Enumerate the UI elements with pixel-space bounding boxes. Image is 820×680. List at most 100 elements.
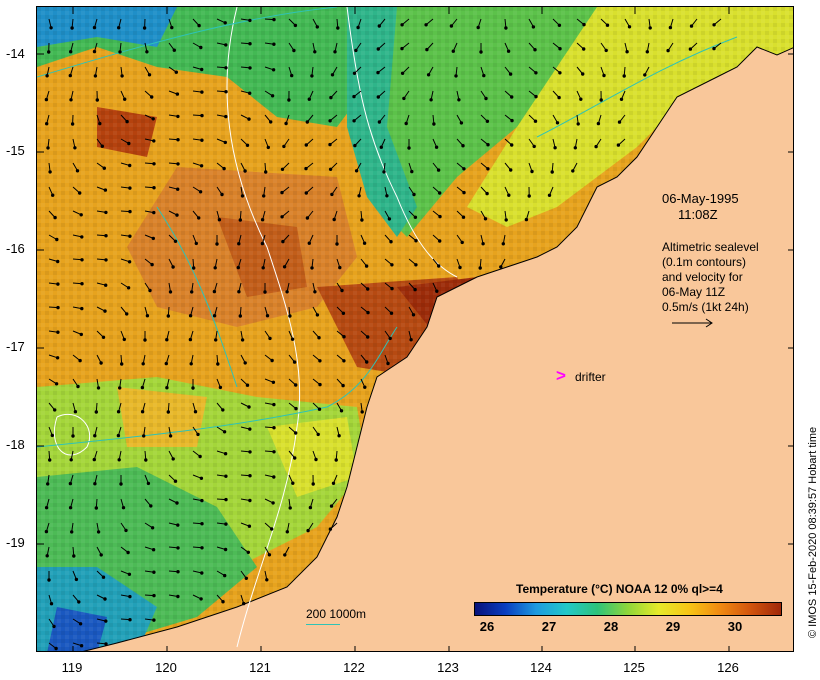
velocity-arrow-head — [265, 314, 270, 318]
velocity-arrow-head — [69, 98, 73, 102]
velocity-arrow-head — [80, 306, 84, 311]
velocity-arrow-head — [306, 528, 310, 533]
velocity-arrow-head — [272, 17, 276, 22]
velocity-arrow-head — [48, 458, 52, 462]
velocity-arrow-head — [56, 259, 60, 264]
velocity-arrow-head — [247, 117, 251, 121]
velocity-arrow-head — [461, 144, 465, 148]
velocity-arrow-head — [582, 47, 586, 51]
velocity-arrow-head — [247, 524, 252, 528]
velocity-arrow-head — [152, 162, 156, 166]
velocity-arrow-head — [364, 264, 369, 268]
velocity-arrow-head — [458, 265, 462, 270]
velocity-arrow-head — [627, 25, 632, 29]
velocity-arrow-head — [222, 430, 227, 434]
velocity-arrow-head — [176, 546, 180, 550]
velocity-arrow-head — [176, 138, 180, 142]
velocity-arrow-head — [357, 194, 361, 198]
velocity-arrow-head — [501, 242, 505, 246]
velocity-arrow-head — [199, 476, 204, 480]
velocity-arrow-head — [248, 474, 252, 478]
velocity-arrow-head — [411, 313, 416, 317]
velocity-arrow-head — [436, 168, 441, 172]
velocity-arrow-head — [330, 192, 334, 197]
velocity-arrow-head — [93, 434, 97, 438]
velocity-arrow-head — [362, 241, 367, 245]
map-canvas — [37, 7, 793, 651]
velocity-arrow-head — [307, 97, 311, 101]
velocity-arrow-head — [221, 408, 225, 412]
velocity-arrow-head — [47, 578, 51, 582]
velocity-arrow-head — [481, 242, 485, 246]
velocity-arrow-head — [377, 120, 382, 124]
velocity-arrow-head — [387, 217, 392, 221]
velocity-arrow-head — [78, 622, 83, 626]
velocity-arrow-head — [328, 119, 332, 123]
velocity-arrow-head — [332, 217, 336, 222]
velocity-arrow-head — [173, 239, 178, 244]
velocity-arrow-head — [486, 167, 490, 171]
velocity-arrow-head — [117, 458, 121, 462]
velocity-arrow-head — [52, 624, 56, 629]
velocity-arrow-head — [555, 121, 560, 125]
velocity-arrow-head — [315, 25, 319, 29]
velocity-arrow-head — [313, 50, 317, 54]
velocity-arrow-head — [426, 73, 431, 77]
velocity-arrow-head — [283, 553, 287, 557]
velocity-arrow-head — [199, 597, 203, 601]
velocity-arrow-head — [435, 289, 439, 293]
velocity-arrow-head — [145, 50, 149, 54]
velocity-arrow-head — [200, 498, 204, 503]
velocity-arrow-head — [128, 618, 132, 622]
velocity-arrow-head — [200, 522, 204, 526]
velocity-arrow-head — [533, 119, 538, 123]
velocity-arrow-head — [79, 644, 84, 648]
velocity-arrow-head — [287, 98, 291, 102]
velocity-arrow-head — [582, 22, 586, 27]
velocity-arrow-head — [354, 169, 359, 173]
velocity-arrow-head — [152, 210, 156, 215]
velocity-arrow-head — [313, 290, 317, 294]
velocity-arrow-head — [190, 290, 194, 294]
velocity-arrow-head — [437, 264, 441, 268]
velocity-arrow-head — [151, 548, 156, 552]
velocity-arrow-head — [414, 239, 418, 243]
velocity-arrow-head — [530, 169, 534, 174]
velocity-arrow-head — [365, 360, 369, 364]
velocity-arrow-head — [216, 362, 220, 366]
velocity-arrow-head — [596, 121, 601, 126]
velocity-arrow-head — [404, 121, 408, 126]
sst-map — [36, 6, 794, 652]
velocity-arrow-head — [165, 386, 169, 390]
velocity-arrow-head — [70, 122, 75, 126]
velocity-arrow-head — [294, 431, 298, 435]
velocity-arrow-head — [245, 143, 250, 148]
velocity-arrow-head — [334, 458, 338, 462]
velocity-arrow-head — [189, 362, 193, 366]
velocity-arrow-head — [506, 49, 511, 53]
velocity-arrow-head — [712, 46, 716, 51]
velocity-arrow-head — [292, 360, 297, 364]
velocity-arrow-head — [55, 356, 60, 360]
velocity-arrow-head — [99, 361, 103, 365]
velocity-arrow-head — [188, 337, 193, 342]
velocity-arrow-head — [224, 114, 228, 119]
velocity-arrow-head — [75, 169, 80, 173]
velocity-arrow-head — [434, 145, 439, 149]
velocity-arrow-head — [152, 186, 156, 190]
velocity-arrow-head — [128, 209, 132, 214]
velocity-arrow-head — [366, 287, 370, 291]
velocity-arrow-head — [44, 97, 49, 102]
velocity-arrow-head — [200, 138, 204, 142]
velocity-arrow-head — [264, 170, 268, 174]
velocity-arrow-head — [223, 140, 228, 145]
velocity-arrow-head — [145, 314, 150, 318]
velocity-arrow-head — [247, 405, 251, 409]
velocity-arrow-head — [95, 98, 99, 102]
velocity-arrow-head — [290, 73, 294, 78]
velocity-arrow-head — [238, 314, 243, 318]
velocity-arrow-head — [148, 288, 152, 293]
velocity-arrow-head — [307, 241, 311, 245]
velocity-arrow-head — [93, 74, 98, 78]
velocity-arrow-head — [121, 506, 126, 510]
